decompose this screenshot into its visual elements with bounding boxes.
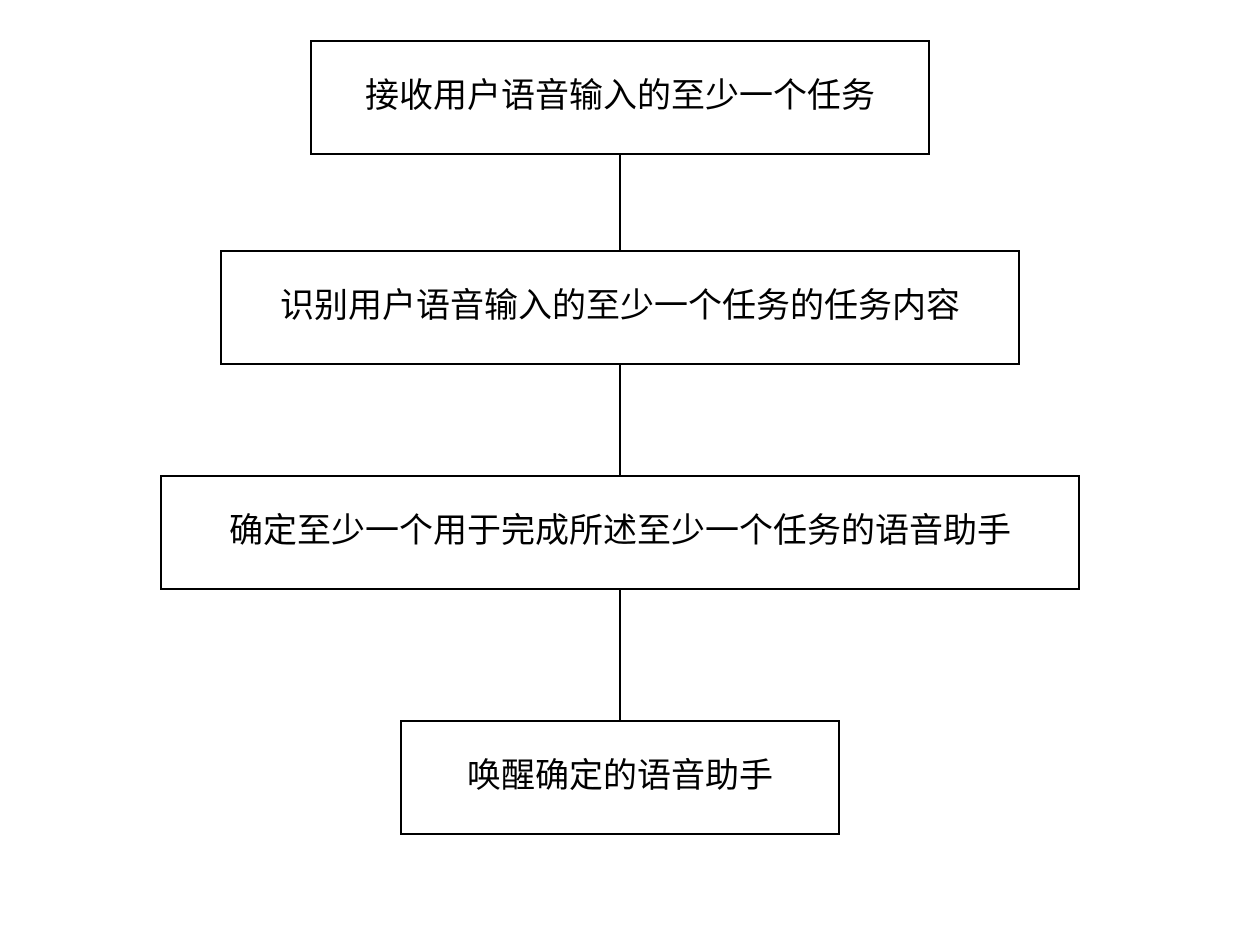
flowchart-connector	[619, 155, 621, 250]
flowchart-node-step1: 接收用户语音输入的至少一个任务	[310, 40, 930, 155]
flowchart-container: 接收用户语音输入的至少一个任务 识别用户语音输入的至少一个任务的任务内容 确定至…	[160, 40, 1080, 835]
node-label: 唤醒确定的语音助手	[467, 757, 773, 798]
flowchart-connector	[619, 365, 621, 475]
node-label: 接收用户语音输入的至少一个任务	[365, 77, 875, 118]
flowchart-node-step3: 确定至少一个用于完成所述至少一个任务的语音助手	[160, 475, 1080, 590]
flowchart-connector	[619, 590, 621, 720]
node-label: 识别用户语音输入的至少一个任务的任务内容	[280, 287, 960, 328]
flowchart-node-step4: 唤醒确定的语音助手	[400, 720, 840, 835]
node-label: 确定至少一个用于完成所述至少一个任务的语音助手	[229, 512, 1011, 553]
flowchart-node-step2: 识别用户语音输入的至少一个任务的任务内容	[220, 250, 1020, 365]
